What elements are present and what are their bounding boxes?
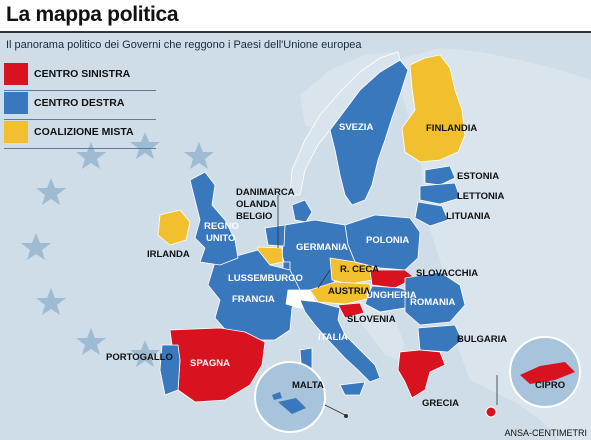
label-slovacchia: SLOVACCHIA — [416, 268, 478, 279]
country-irlanda — [157, 209, 191, 246]
label-estonia: ESTONIA — [457, 171, 499, 182]
title-divider — [0, 31, 591, 33]
label-malta: MALTA — [292, 380, 324, 391]
country-malta — [278, 398, 306, 414]
label-svezia: SVEZIA — [339, 122, 373, 133]
eu-stars — [21, 132, 214, 367]
header: La mappa politica — [0, 0, 591, 33]
legend-swatch — [4, 92, 28, 114]
country-estonia — [424, 165, 456, 186]
subtitle: Il panorama politico dei Governi che reg… — [6, 39, 362, 51]
country-italia-sicilia — [339, 381, 366, 396]
country-lituania — [414, 201, 449, 227]
legend-item-centro-sinistra: CENTRO SINISTRA — [4, 62, 156, 91]
legend-label: CENTRO DESTRA — [34, 97, 125, 109]
label-belgio: BELGIO — [236, 211, 272, 222]
legend-label: COALIZIONE MISTA — [34, 126, 134, 138]
country-danimarca — [291, 199, 313, 223]
label-regno-unito-line1: REGNO — [204, 221, 239, 232]
star-icon — [130, 132, 160, 159]
label-italia: ITALIA — [318, 332, 348, 343]
label-lettonia: LETTONIA — [457, 191, 504, 202]
source-credit: ANSA-CENTIMETRI — [504, 428, 587, 438]
label-francia: FRANCIA — [232, 294, 275, 305]
star-icon — [21, 233, 51, 260]
map-area: IRLANDA REGNO UNITO DANIMARCA OLANDA BEL… — [0, 33, 591, 440]
label-bulgaria: BULGARIA — [457, 334, 507, 345]
label-r-ceca: R. CECA — [340, 264, 379, 275]
label-spagna: SPAGNA — [190, 358, 230, 369]
country-regno-unito — [189, 171, 239, 266]
country-cipro — [520, 362, 575, 384]
leader-line — [317, 269, 331, 289]
label-romania: ROMANIA — [410, 297, 456, 308]
country-bulgaria — [417, 324, 463, 353]
label-lituania: LITUANIA — [446, 211, 490, 222]
legend-swatch — [4, 63, 28, 85]
country-romania — [404, 271, 466, 326]
label-grecia: GRECIA — [422, 398, 459, 409]
legend-label: CENTRO SINISTRA — [34, 68, 131, 80]
label-germania: GERMANIA — [296, 242, 348, 253]
label-ungheria: UNGHERIA — [366, 290, 417, 301]
country-grecia — [397, 349, 446, 399]
star-icon — [76, 142, 106, 169]
label-finlandia: FINLANDIA — [426, 123, 477, 134]
label-austria: AUSTRIA — [328, 286, 370, 297]
label-lussemburgo: LUSSEMBURGO — [228, 273, 303, 284]
country-slovenia — [337, 302, 365, 319]
label-irlanda: IRLANDA — [147, 249, 190, 260]
page-title: La mappa politica — [6, 3, 179, 26]
legend: CENTRO SINISTRA CENTRO DESTRA COALIZIONE… — [4, 62, 156, 149]
legend-item-coalizione-mista: COALIZIONE MISTA — [4, 120, 156, 149]
country-finlandia — [401, 54, 466, 163]
legend-swatch — [4, 121, 28, 143]
label-danimarca: DANIMARCA — [236, 187, 295, 198]
star-icon — [130, 340, 160, 367]
star-icon — [36, 288, 66, 315]
star-icon — [36, 178, 66, 205]
country-lettonia — [419, 182, 461, 205]
label-slovenia: SLOVENIA — [347, 314, 396, 325]
legend-item-centro-destra: CENTRO DESTRA — [4, 91, 156, 120]
label-regno-unito-line2: UNITO — [206, 233, 235, 244]
label-polonia: POLONIA — [366, 235, 409, 246]
label-cipro: CIPRO — [535, 380, 565, 391]
malta-inset — [254, 361, 348, 433]
star-icon — [184, 142, 214, 169]
label-olanda: OLANDA — [236, 199, 277, 210]
star-icon — [76, 328, 106, 355]
country-francia — [207, 249, 301, 341]
label-portogallo: PORTOGALLO — [106, 352, 173, 363]
europe-map: IRLANDA REGNO UNITO DANIMARCA OLANDA BEL… — [0, 33, 591, 440]
country-italia — [299, 299, 381, 383]
country-portogallo — [159, 344, 181, 396]
country-olanda — [264, 224, 286, 247]
cipro-inset — [485, 336, 581, 418]
